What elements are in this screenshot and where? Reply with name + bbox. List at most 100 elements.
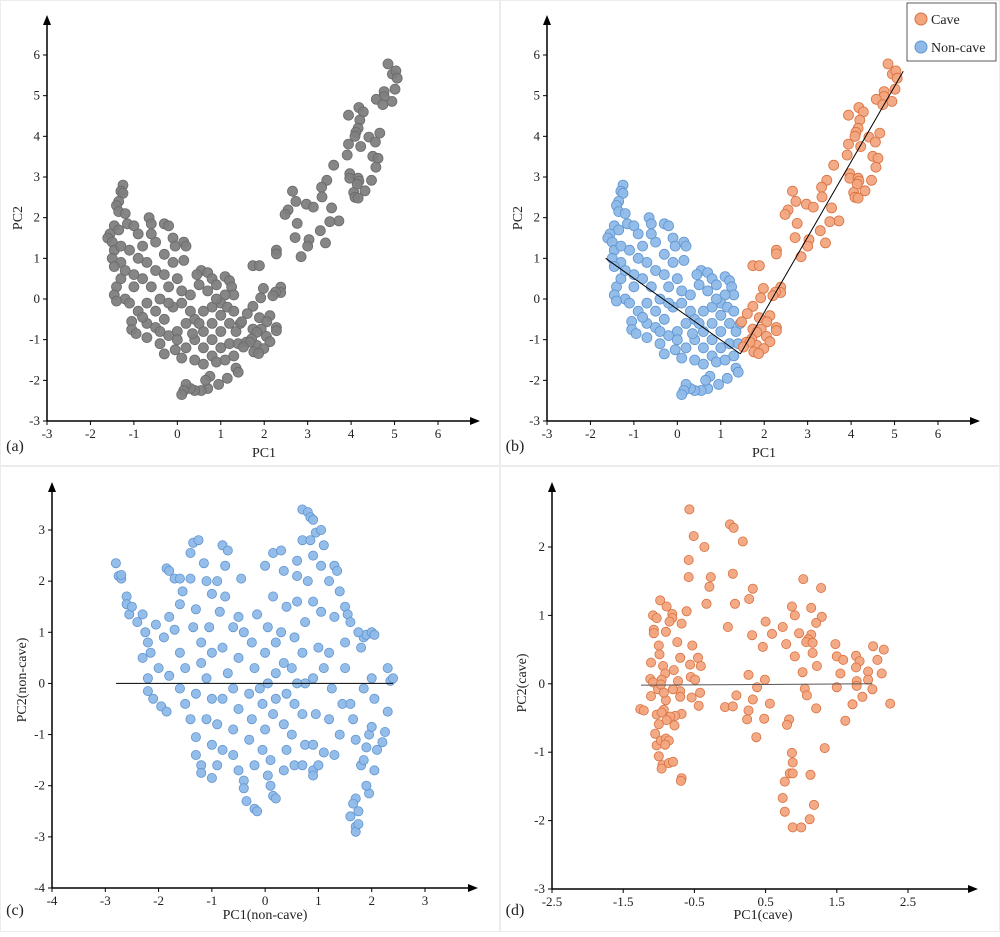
- data-point: [292, 571, 303, 582]
- data-point: [137, 273, 149, 285]
- data-point: [119, 208, 131, 220]
- data-point: [150, 265, 162, 276]
- data-point: [673, 676, 684, 687]
- x-tick-label: 6: [435, 426, 442, 441]
- data-point: [292, 555, 303, 566]
- y-tick-label: 0: [34, 291, 41, 306]
- data-point: [805, 769, 816, 780]
- data-point: [260, 560, 271, 571]
- data-point-noncave: [663, 220, 674, 232]
- data-point: [292, 596, 303, 607]
- data-point: [369, 136, 381, 148]
- fit-line: [739, 71, 904, 355]
- data-point-noncave: [678, 254, 690, 266]
- y-axis-label: PC2: [11, 206, 26, 230]
- data-point: [276, 627, 287, 638]
- y-tick-label: -1: [529, 332, 540, 347]
- x-tick-label: -0.5: [684, 894, 705, 909]
- data-point-noncave: [658, 269, 670, 281]
- data-point: [241, 796, 252, 807]
- data-point: [246, 637, 257, 648]
- data-point-cave: [761, 316, 773, 328]
- data-point: [169, 344, 181, 356]
- data-point-noncave: [724, 317, 735, 329]
- data-point: [281, 601, 292, 612]
- data-point: [328, 159, 340, 171]
- data-point: [268, 709, 279, 720]
- y-tick-label: 1: [34, 250, 41, 265]
- data-point: [786, 747, 797, 758]
- data-point-cave: [755, 292, 767, 304]
- data-point: [141, 332, 153, 344]
- data-point: [201, 673, 212, 684]
- data-point: [701, 598, 712, 609]
- data-point-noncave: [685, 305, 696, 317]
- data-point: [158, 313, 170, 325]
- data-point: [276, 545, 287, 556]
- data-point: [751, 732, 762, 743]
- data-point-noncave: [706, 317, 718, 329]
- data-point: [320, 237, 331, 249]
- data-point-noncave: [641, 297, 653, 309]
- data-point: [206, 739, 217, 750]
- data-point: [787, 757, 798, 768]
- data-point: [779, 806, 790, 817]
- data-points: [635, 504, 896, 833]
- data-point: [212, 719, 223, 730]
- data-point: [252, 806, 263, 817]
- x-tick-label: 1: [218, 426, 225, 441]
- data-point: [145, 281, 157, 293]
- data-point: [169, 624, 180, 635]
- data-point: [851, 680, 862, 691]
- data-point-noncave: [702, 285, 714, 297]
- data-point: [264, 336, 276, 348]
- data-point: [683, 572, 694, 583]
- data-point: [656, 763, 667, 774]
- data-point: [270, 248, 282, 260]
- data-point: [260, 647, 271, 658]
- data-point-noncave: [680, 342, 692, 354]
- data-point: [794, 628, 805, 639]
- data-point: [270, 693, 281, 704]
- data-point: [695, 661, 706, 672]
- y-tick-label: 0: [534, 291, 541, 306]
- data-point: [334, 729, 345, 740]
- data-point: [704, 581, 715, 592]
- data-point-noncave: [654, 338, 666, 350]
- data-point: [202, 285, 214, 297]
- data-point: [767, 628, 778, 639]
- data-point: [369, 629, 380, 640]
- data-point: [688, 531, 699, 542]
- data-point-noncave: [706, 334, 718, 346]
- data-point-cave: [791, 217, 803, 229]
- panel-d: -2.5 -1.5 -0.5 0.5 1.5 2.5 -3 -2 -1 0 1 2 PC1(cave) P…: [506, 482, 978, 923]
- data-point: [116, 570, 127, 581]
- data-point: [215, 309, 227, 321]
- data-point: [254, 683, 265, 694]
- data-point: [257, 698, 268, 709]
- data-point: [302, 240, 314, 252]
- x-axis-label: PC1(cave): [733, 908, 792, 923]
- data-point: [174, 683, 185, 694]
- data-point: [366, 721, 377, 732]
- x-tick-label: 0: [262, 893, 269, 908]
- data-point: [676, 618, 687, 629]
- data-point: [184, 289, 196, 301]
- data-point: [737, 536, 748, 547]
- x-tick-label: 0: [674, 426, 681, 441]
- data-point-noncave: [676, 285, 688, 297]
- x-axis-label: PC1: [752, 446, 776, 461]
- data-point: [210, 293, 222, 305]
- data-point: [349, 130, 361, 142]
- data-point: [180, 663, 191, 674]
- data-point: [163, 330, 175, 342]
- data-point: [361, 742, 372, 753]
- data-point: [176, 352, 188, 364]
- x-tick-label: 5: [391, 426, 398, 441]
- data-point: [695, 687, 706, 698]
- x-axis-arrow: [970, 417, 980, 425]
- data-point: [212, 760, 223, 771]
- data-point: [228, 683, 239, 694]
- data-point: [345, 811, 356, 822]
- y-tick-label: 3: [534, 169, 541, 184]
